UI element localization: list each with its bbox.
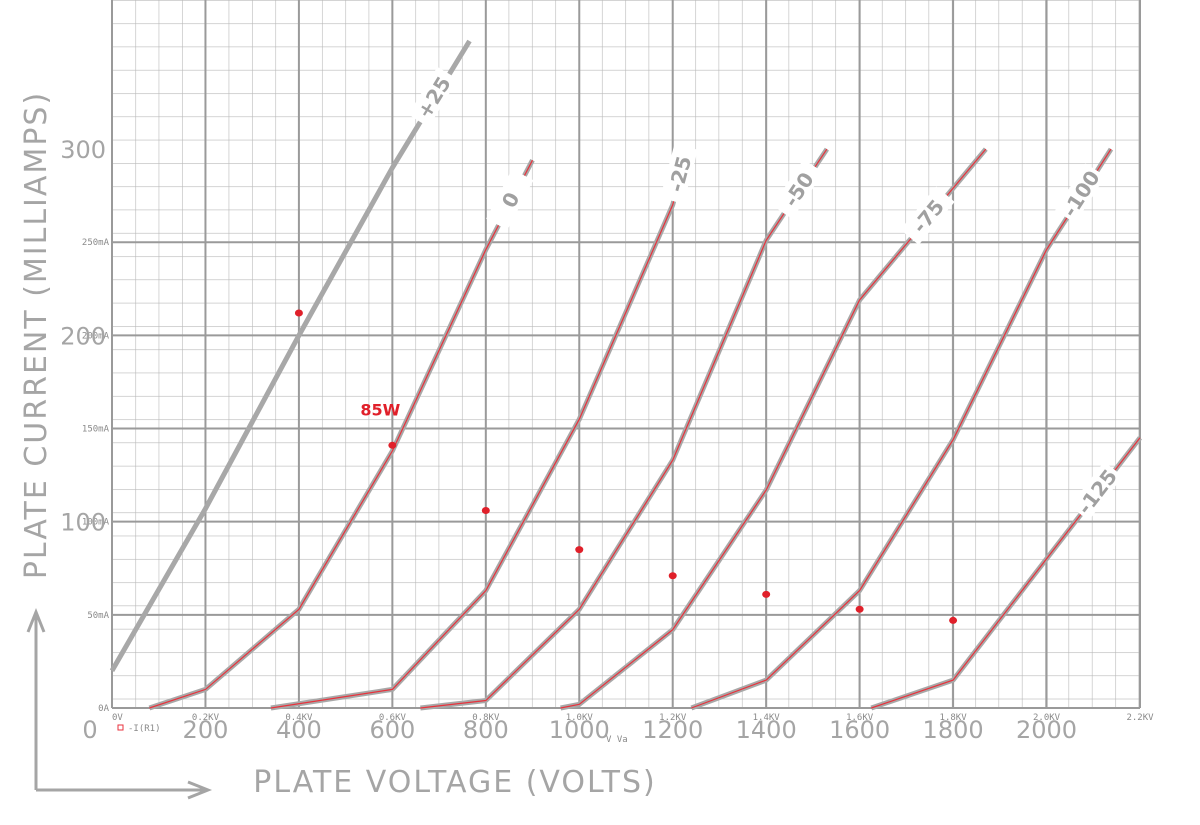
y-tick-label: 200mA (82, 331, 110, 341)
dissipation-point (294, 309, 303, 317)
curve-label-bg (900, 186, 955, 245)
x-tick-label: 0.4KV (285, 713, 313, 723)
grid (111, 0, 1141, 709)
sim-x-label: V Va (606, 735, 628, 745)
y-tick-label-hand: 100 (60, 509, 106, 537)
y-axis-title: PLATE CURRENT (MILLIAMPS) (19, 91, 54, 579)
x-tick-label: 1.6KV (846, 713, 874, 723)
x-tick-label-hand: 1600 (829, 716, 890, 744)
trace-label: -I(R1) (128, 724, 161, 734)
x-axis-title: PLATE VOLTAGE (VOLTS) (253, 765, 656, 800)
x-tick-label-hand: 1200 (642, 716, 703, 744)
y-tick-label: 100mA (82, 518, 110, 528)
sim-curve (691, 148, 1112, 709)
y-tick-label: 0A (98, 704, 109, 714)
tube-curve (109, 39, 472, 672)
y-tick-label-hand: 200 (60, 322, 106, 350)
sim-curve (420, 148, 828, 709)
y-tick-label: 50mA (87, 611, 109, 621)
curve-label-bg (1069, 461, 1123, 521)
x-tick-label-hand: 1000 (549, 716, 610, 744)
sim-curve (149, 159, 534, 709)
x-tick-label: 0V (112, 713, 123, 723)
x-tick-label: 1.2KV (659, 713, 687, 723)
x-arrow (36, 780, 213, 800)
x-tick-label: 1.8KV (940, 713, 968, 723)
curve-label-bg (1055, 163, 1106, 224)
fine-grid (112, 0, 1140, 708)
dissipation-point (949, 616, 958, 624)
sim-curve (560, 148, 987, 709)
dissipation-label: 85W (360, 400, 400, 419)
dissipation-point (762, 590, 771, 598)
curve-label-bg (486, 169, 534, 230)
dissipation-point (575, 546, 584, 554)
x-tick-label-hand: 400 (276, 716, 322, 744)
x-tick-label: 1.4KV (753, 713, 781, 723)
dissipation-point (388, 441, 397, 449)
trace-marker (117, 724, 124, 731)
curve-label-group: 0 (486, 169, 534, 230)
x-tick-label-hand: 200 (183, 716, 229, 744)
x-tick-label: 1.0KV (566, 713, 594, 723)
x-tick-label: 0.8KV (472, 713, 500, 723)
x-tick-label-hand: 800 (463, 716, 509, 744)
x-tick-label-hand: 1800 (923, 716, 984, 744)
x-tick-label: 2.0KV (1033, 713, 1061, 723)
y-tick-label: 150mA (82, 425, 110, 435)
dissipation-point (855, 605, 864, 613)
y-tick-label: 250mA (82, 238, 110, 248)
x-tick-label-hand: 600 (369, 716, 415, 744)
curve-label-bg (660, 143, 698, 204)
x-tick-label-hand: 1400 (736, 716, 797, 744)
curve-label-bg (408, 66, 458, 128)
curve-label-bg (772, 159, 824, 219)
y-arrow (26, 607, 46, 790)
y-tick-label-hand: 300 (60, 136, 106, 164)
x-tick-label: 0.2KV (192, 713, 220, 723)
dissipation-point (481, 507, 490, 515)
x-tick-label: 2.2KV (1126, 713, 1154, 723)
x-tick-label-hand: 2000 (1016, 716, 1077, 744)
x-tick-label-hand: 0 (82, 716, 97, 744)
dissipation-point (668, 572, 677, 580)
x-tick-label: 0.6KV (379, 713, 407, 723)
